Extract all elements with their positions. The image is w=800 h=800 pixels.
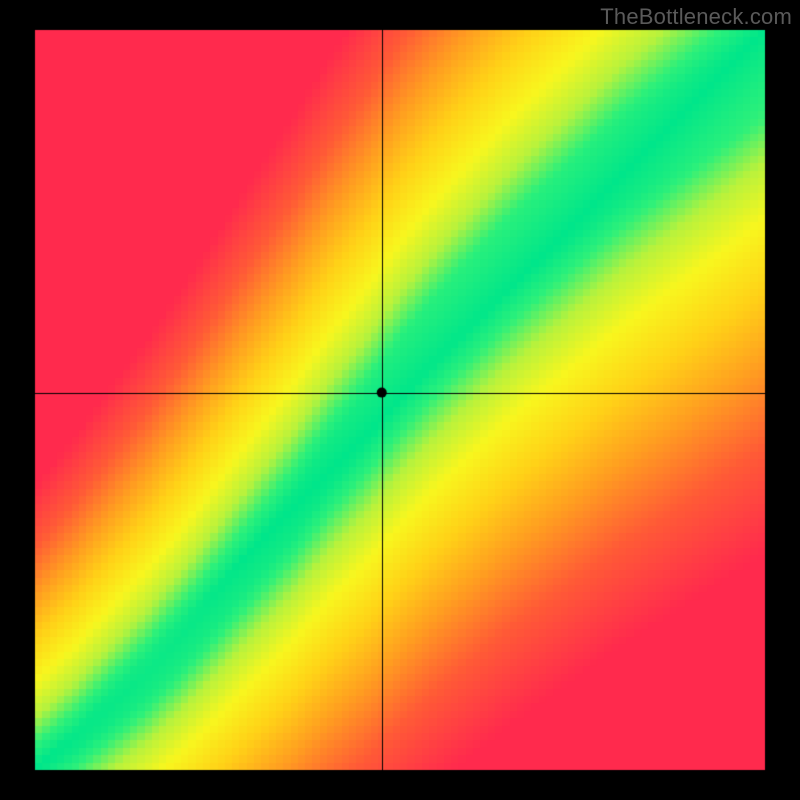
figure-root: TheBottleneck.com <box>0 0 800 800</box>
heatmap-canvas <box>0 0 800 800</box>
watermark-text: TheBottleneck.com <box>600 4 792 30</box>
